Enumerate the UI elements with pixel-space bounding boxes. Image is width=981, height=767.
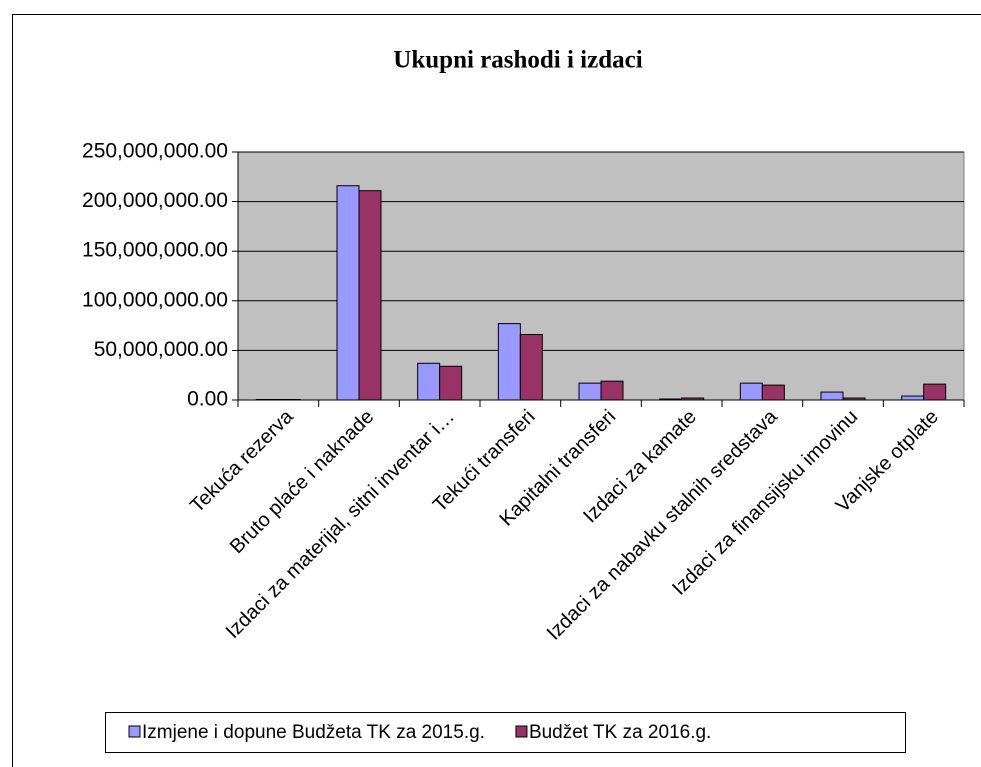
bar — [923, 383, 947, 401]
bar — [739, 382, 763, 401]
legend-swatch — [515, 725, 528, 738]
legend-box — [105, 712, 906, 753]
chart-title: Ukupni rashodi i izdaci — [393, 47, 642, 74]
bar — [519, 334, 543, 401]
y-tick-label: 0.00 — [187, 388, 228, 411]
bar — [439, 365, 463, 401]
bar — [417, 362, 441, 401]
legend-label: Izmjene i dopune Budžeta TK za 2015.g. — [142, 722, 485, 743]
bar — [358, 190, 382, 401]
bar — [600, 380, 624, 401]
y-tick-label: 200,000,000.00 — [82, 189, 228, 212]
bar — [497, 323, 521, 401]
y-tick-label: 250,000,000.00 — [82, 140, 228, 163]
legend-swatch — [128, 725, 141, 738]
y-tick-label: 50,000,000.00 — [94, 338, 228, 361]
bar — [336, 185, 360, 401]
bar — [820, 391, 844, 401]
y-tick-label: 150,000,000.00 — [82, 239, 228, 262]
legend-label: Budžet TK za 2016.g. — [529, 722, 711, 743]
y-tick-label: 100,000,000.00 — [82, 288, 228, 311]
bar — [761, 384, 785, 401]
bar — [578, 382, 602, 401]
bar — [901, 395, 925, 401]
